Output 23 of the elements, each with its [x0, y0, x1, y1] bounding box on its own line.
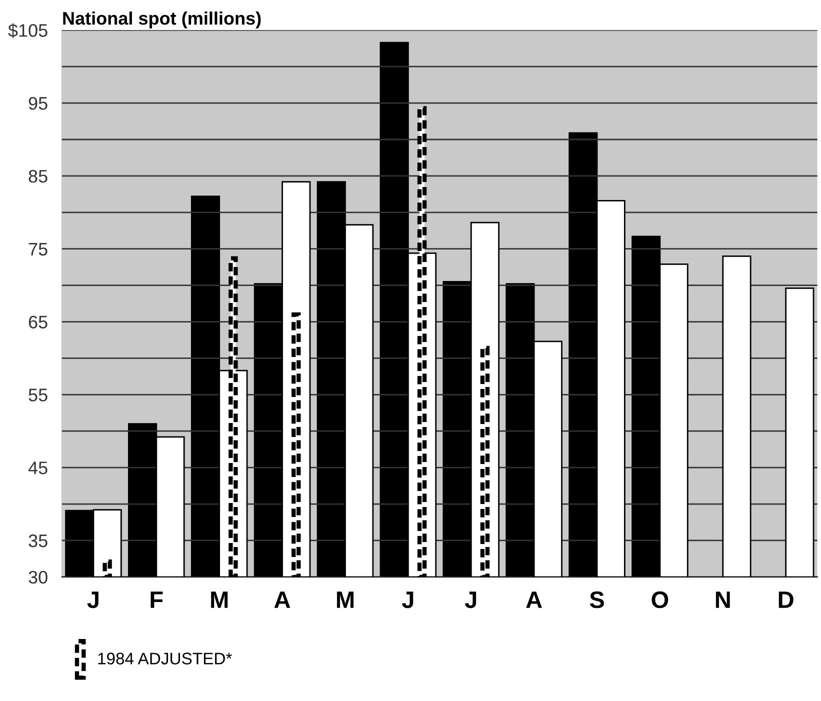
y-tick-label: 65: [28, 316, 48, 328]
x-tick-label: D: [778, 592, 794, 608]
y-tick-label: 35: [28, 534, 48, 548]
x-tick-label: J: [87, 592, 98, 608]
y-tick-label: 75: [28, 242, 48, 256]
y-tick-label: 45: [28, 462, 48, 474]
x-tick-label: M: [211, 592, 228, 608]
x-tick-label: N: [716, 592, 730, 608]
x-tick-label: S: [590, 591, 604, 608]
x-tick-label: J: [402, 592, 414, 608]
y-tick-label: 55: [28, 388, 48, 402]
y-tick-label: 85: [28, 170, 48, 183]
y-tick-label: 95: [28, 96, 48, 110]
legend-label: 1984 ADJUSTED*: [98, 652, 232, 664]
y-tick-label: 30: [28, 570, 48, 584]
x-tick-label: A: [526, 592, 542, 608]
x-tick-label: M: [336, 592, 354, 608]
x-tick-label: O: [652, 591, 668, 608]
x-tick-label: A: [274, 592, 290, 608]
x-tick-label: J: [464, 592, 476, 608]
y-tick-label: $105: [8, 23, 48, 38]
x-tick-label: F: [150, 592, 163, 608]
chart-title: National spot (millions): [63, 12, 261, 28]
